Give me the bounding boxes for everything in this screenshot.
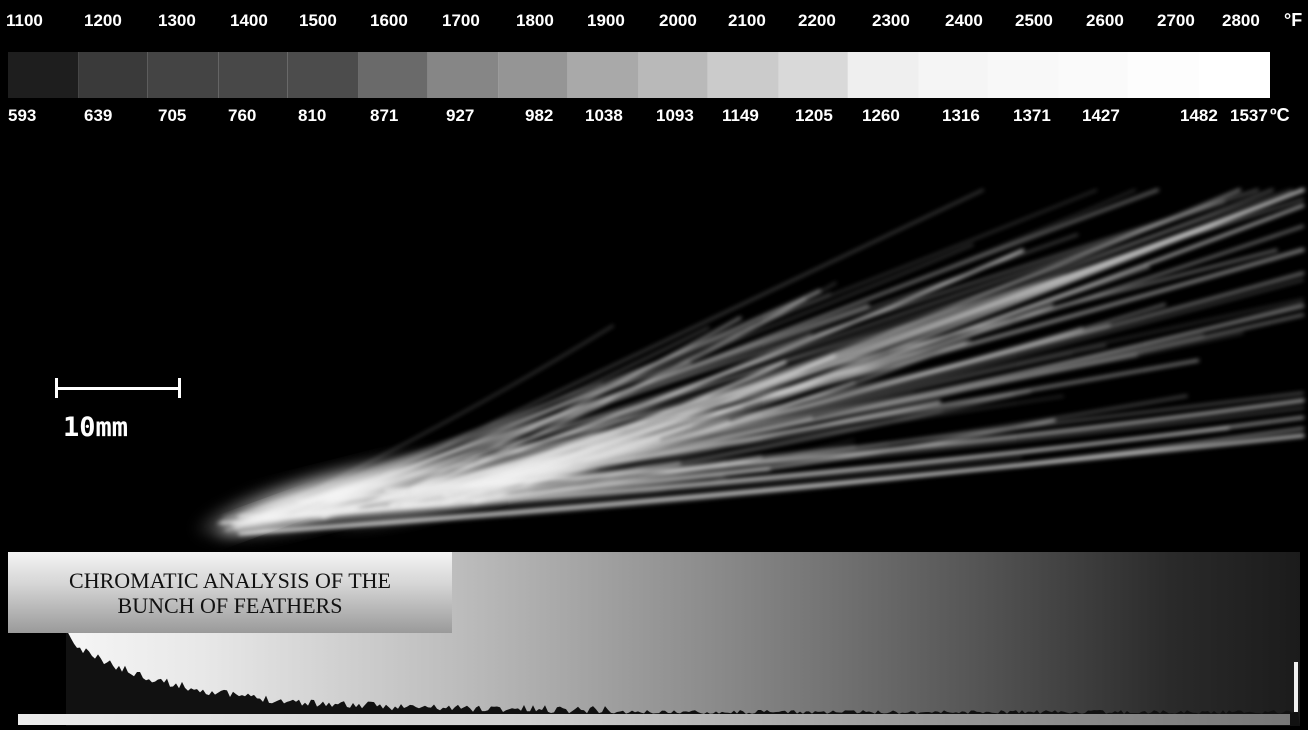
color-swatch	[1058, 52, 1128, 98]
color-swatch	[1198, 52, 1270, 98]
celsius-unit: ºC	[1270, 105, 1290, 125]
analysis-title-box: CHROMATIC ANALYSIS OF THE BUNCH OF FEATH…	[8, 552, 452, 633]
feather-flame-photo	[192, 188, 1305, 542]
celsius-tick: 705	[158, 106, 187, 125]
color-swatch	[148, 52, 219, 98]
color-swatch	[848, 52, 919, 98]
color-swatch	[708, 52, 779, 98]
celsius-tick: 1537	[1230, 106, 1268, 125]
fahrenheit-tick: 1300	[158, 11, 196, 30]
fahrenheit-tick: 1200	[84, 11, 122, 30]
celsius-tick: 982	[525, 106, 554, 125]
celsius-tick: 1149	[722, 106, 759, 125]
celsius-tick: 871	[370, 106, 399, 125]
celsius-tick: 760	[228, 106, 257, 125]
celsius-tick: 1316	[942, 106, 980, 125]
scale-bar	[55, 378, 181, 398]
fahrenheit-tick: 1100	[6, 11, 43, 30]
color-swatch	[498, 52, 568, 98]
fahrenheit-tick: 2100	[728, 11, 766, 30]
temperature-scale: 1100 1200 1300 1400 1500 1600 1700 1800 1900 2000…	[0, 0, 1308, 150]
fahrenheit-unit: °F	[1284, 10, 1303, 30]
feather-streak	[444, 394, 1188, 499]
fahrenheit-tick: 1900	[587, 11, 625, 30]
fahrenheit-tick: 2300	[872, 11, 910, 30]
fahrenheit-tick: 1400	[230, 11, 268, 30]
color-swatch	[638, 52, 708, 98]
color-swatch	[358, 52, 428, 98]
celsius-tick: 593	[8, 106, 37, 125]
fahrenheit-tick: 1800	[516, 11, 554, 30]
celsius-tick: 1093	[656, 106, 694, 125]
fahrenheit-tick: 2800	[1222, 11, 1260, 30]
fahrenheit-tick: 2500	[1015, 11, 1053, 30]
celsius-tick: 1038	[585, 106, 623, 125]
fahrenheit-tick: 2700	[1157, 11, 1195, 30]
celsius-tick: 1427	[1082, 106, 1120, 125]
color-swatch	[918, 52, 988, 98]
color-swatch	[288, 52, 359, 98]
color-swatch	[568, 52, 639, 98]
histogram-curve	[8, 627, 1300, 726]
celsius-tick: 927	[446, 106, 475, 125]
color-swatch	[218, 52, 288, 98]
histogram-right-spike	[1294, 662, 1298, 712]
color-swatch	[778, 52, 848, 98]
color-swatch	[8, 52, 79, 98]
celsius-tick: 1205	[795, 106, 833, 125]
fahrenheit-tick: 1700	[442, 11, 480, 30]
scale-bar-label: 10mm	[63, 412, 129, 443]
fahrenheit-tick: 2200	[798, 11, 836, 30]
color-swatch	[78, 52, 148, 98]
celsius-tick: 1260	[862, 106, 900, 125]
color-swatch	[428, 52, 499, 98]
histogram-gradient-strip	[18, 714, 1290, 725]
analysis-title: CHROMATIC ANALYSIS OF THE BUNCH OF FEATH…	[69, 567, 391, 618]
color-swatch	[988, 52, 1059, 98]
celsius-tick: 810	[298, 106, 327, 125]
histogram-left-edge	[8, 632, 66, 726]
celsius-tick: 1371	[1013, 106, 1051, 125]
fahrenheit-tick: 2600	[1086, 11, 1124, 30]
fahrenheit-tick: 2000	[659, 11, 697, 30]
color-swatch-bar	[8, 52, 1270, 98]
celsius-tick: 1482	[1180, 106, 1218, 125]
fahrenheit-tick: 1600	[370, 11, 408, 30]
color-swatch	[1128, 52, 1199, 98]
celsius-tick: 639	[84, 106, 113, 125]
fahrenheit-tick: 2400	[945, 11, 983, 30]
fahrenheit-tick: 1500	[299, 11, 337, 30]
